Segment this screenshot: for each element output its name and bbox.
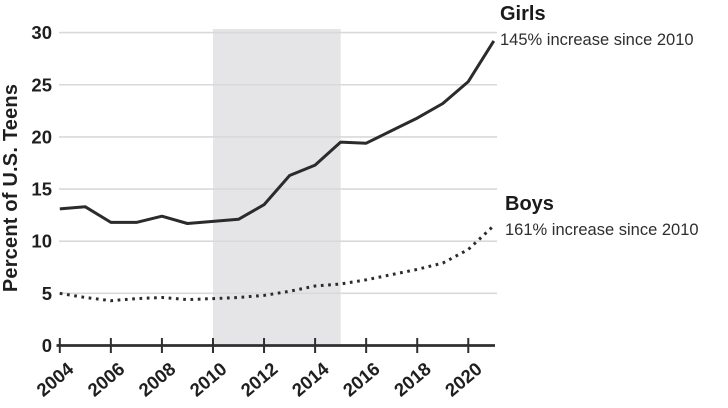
y-axis-labels: 0 5 10 15 20 25 30 (31, 22, 52, 356)
x-tick-label: 2010 (186, 358, 231, 401)
girls-series-caption: 145% increase since 2010 (500, 31, 694, 49)
shade-layer (212, 29, 341, 344)
x-tick-label: 2016 (339, 358, 384, 401)
x-tick-label: 2018 (390, 358, 435, 401)
x-tick-label: 2008 (134, 358, 179, 401)
y-tick-label: 5 (42, 283, 52, 304)
x-tick-label: 2020 (441, 358, 486, 401)
y-tick-label: 25 (31, 74, 52, 95)
girls-line (59, 40, 496, 225)
boys-series-caption: 161% increase since 2010 (505, 221, 699, 239)
shaded-region (212, 29, 341, 344)
y-tick-label: 20 (31, 126, 52, 147)
y-tick-label: 30 (31, 22, 52, 43)
boys-series-label: Boys (505, 193, 554, 215)
girls-series-label: Girls (500, 3, 546, 25)
x-tick-label: 2004 (32, 358, 78, 401)
y-axis-title: Percent of U.S. Teens (0, 84, 22, 292)
y-tick-label: 10 (31, 231, 52, 252)
series-layer (59, 40, 496, 303)
x-tick-label: 2006 (83, 358, 128, 401)
x-tick-label: 2014 (288, 358, 334, 401)
x-tick-label: 2012 (237, 358, 282, 401)
x-axis: 2004 2006 2008 2010 2012 2014 2016 2018 2020 (32, 338, 495, 401)
y-tick-label: 15 (31, 179, 52, 200)
y-tick-label: 0 (42, 335, 52, 356)
